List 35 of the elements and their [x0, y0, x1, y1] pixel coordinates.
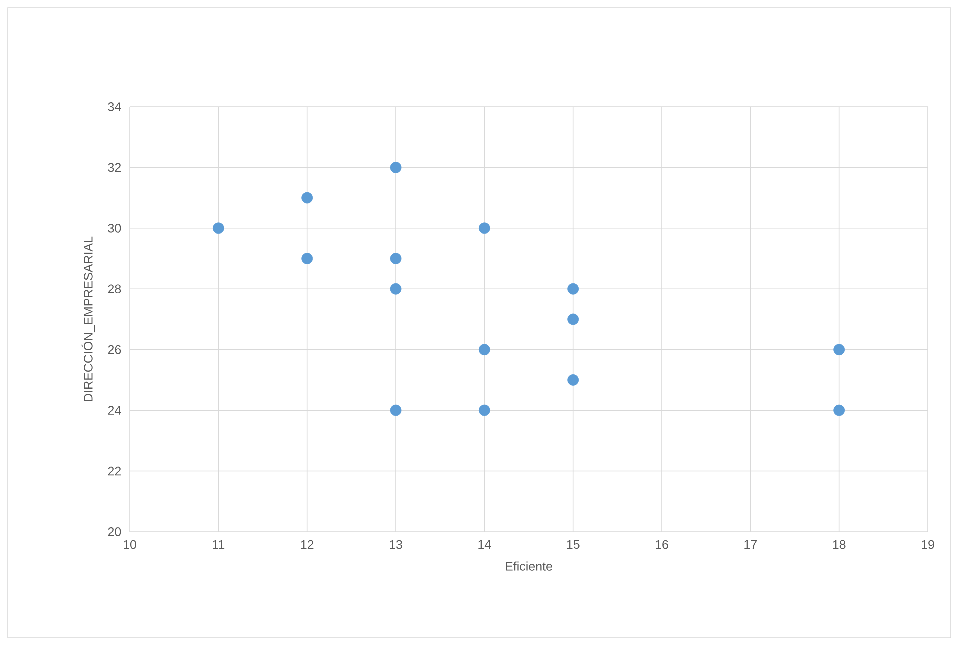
x-tick-label: 15	[567, 540, 580, 550]
point	[390, 162, 402, 174]
point	[390, 404, 402, 416]
x-axis-title: Eficiente	[506, 562, 552, 571]
x-tick-label: 10	[124, 540, 136, 550]
x-tick-label: 18	[833, 540, 846, 550]
point	[302, 192, 314, 204]
y-tick-label: 30	[108, 224, 122, 233]
point	[568, 374, 580, 386]
x-tick-label: 13	[390, 540, 402, 550]
y-tick-label: 20	[108, 528, 122, 536]
x-tick-label: 11	[213, 540, 225, 549]
x-tick-label: 12	[301, 540, 314, 550]
point	[478, 404, 490, 416]
x-tick-label: 19	[922, 540, 934, 550]
point	[568, 314, 580, 326]
point	[834, 404, 846, 416]
point	[568, 283, 580, 295]
point	[478, 222, 490, 234]
y-tick-label: 34	[108, 102, 122, 112]
x-tick-label: 17	[744, 540, 757, 549]
point	[390, 283, 402, 295]
y-tick-label: 28	[108, 284, 122, 294]
y-axis-title: DIRECCIÓN_EMPRESARIAL	[82, 236, 96, 402]
x-tick-label: 14	[478, 540, 492, 549]
x-tick-label: 16	[656, 540, 668, 550]
y-tick-label: 24	[108, 406, 122, 415]
point	[834, 344, 846, 356]
point	[390, 253, 402, 264]
point	[212, 222, 224, 234]
y-tick-label: 32	[108, 163, 122, 172]
point	[478, 344, 490, 356]
point	[302, 253, 314, 264]
y-tick-label: 26	[108, 345, 122, 354]
y-tick-label: 22	[108, 466, 122, 476]
